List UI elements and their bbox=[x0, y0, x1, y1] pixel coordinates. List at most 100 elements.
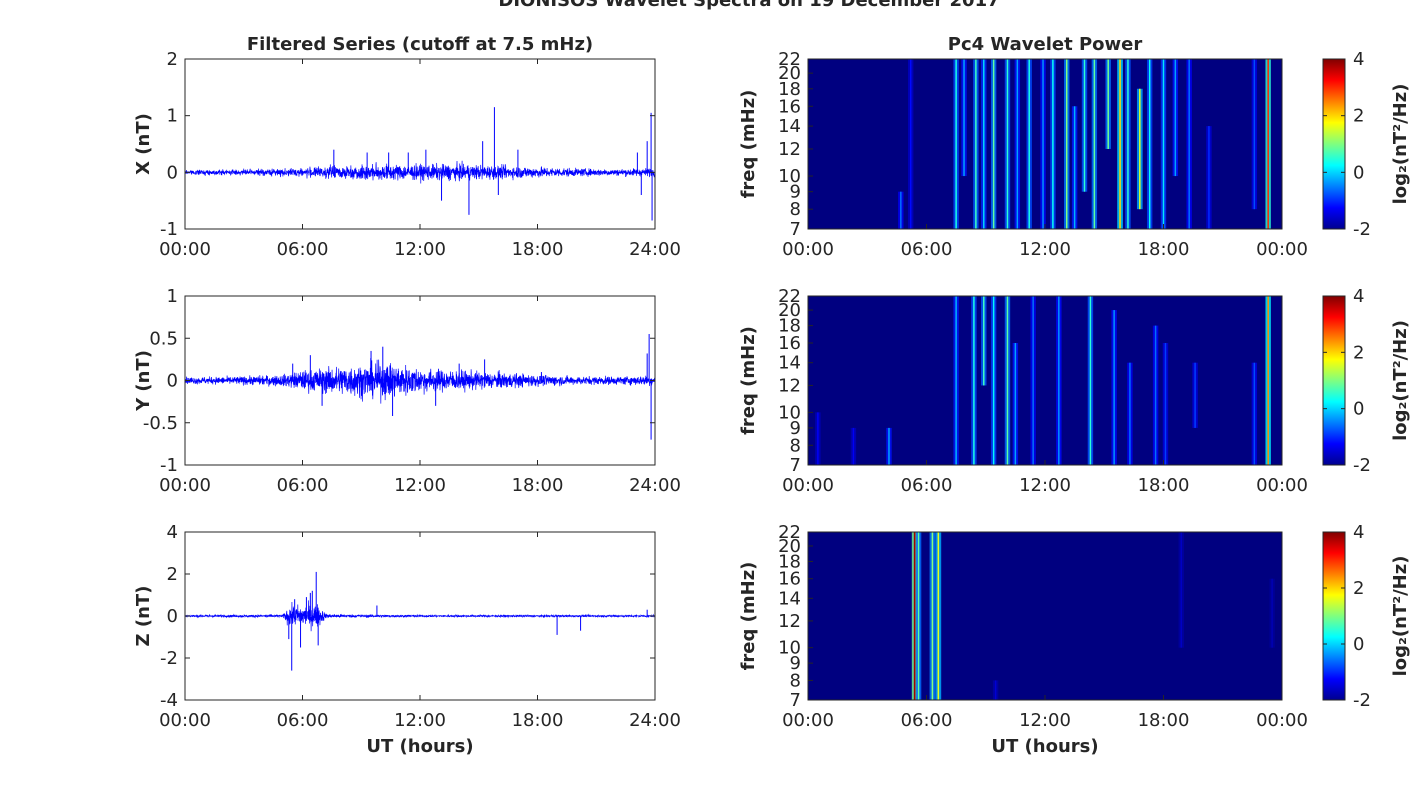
x-tick-label: 18:00 bbox=[512, 710, 564, 731]
x-tick-label: 06:00 bbox=[901, 710, 953, 731]
y-tick-label: 18 bbox=[778, 551, 801, 572]
power-streak bbox=[1162, 59, 1165, 229]
power-streak bbox=[992, 296, 995, 465]
y-tick-label: 0 bbox=[167, 162, 178, 183]
y-tick-label: 14 bbox=[778, 588, 801, 609]
y-axis-label: freq (mHz) bbox=[738, 326, 759, 435]
colorbar-label: log₂(nT²/Hz) bbox=[1390, 84, 1411, 205]
power-streak bbox=[1093, 59, 1096, 229]
power-streak bbox=[917, 532, 920, 700]
x-tick-label: 18:00 bbox=[1138, 710, 1190, 731]
series-line bbox=[184, 160, 656, 184]
colorbar-tick-label: -2 bbox=[1353, 219, 1371, 240]
colorbar-gradient bbox=[1322, 295, 1346, 466]
power-streak bbox=[1127, 59, 1129, 229]
power-streak bbox=[913, 532, 916, 700]
power-streak bbox=[955, 59, 957, 229]
power-streak bbox=[1006, 59, 1009, 229]
panel-line-y: -1 -0.5 0 0.5 1 00:00 06:00 12:00 18:00 24:00 Y (n… bbox=[133, 286, 681, 496]
y-tick-label: 22 bbox=[778, 522, 801, 543]
colorbar: -2 0 2 4 log₂(nT²/Hz) bbox=[1322, 49, 1411, 240]
power-streak bbox=[1253, 362, 1256, 465]
power-streak bbox=[1267, 59, 1269, 229]
y-tick-label: 22 bbox=[778, 286, 801, 307]
power-streak bbox=[1188, 59, 1190, 229]
x-tick-label: 24:00 bbox=[629, 475, 681, 496]
y-tick-label: 10 bbox=[778, 166, 801, 187]
x-tick-label: 12:00 bbox=[394, 710, 446, 731]
power-streak bbox=[1129, 362, 1131, 465]
power-streak bbox=[1139, 88, 1141, 210]
colorbar-label: log₂(nT²/Hz) bbox=[1390, 556, 1411, 677]
panel-title: Pc4 Wavelet Power bbox=[948, 34, 1143, 55]
power-streak bbox=[1016, 59, 1019, 229]
x-axis-label: UT (hours) bbox=[991, 736, 1098, 757]
heatmap-background bbox=[808, 532, 1282, 700]
x-tick-label: 06:00 bbox=[277, 475, 329, 496]
y-tick-label: -0.5 bbox=[143, 413, 178, 434]
y-tick-label: 20 bbox=[778, 300, 801, 321]
power-streak bbox=[963, 59, 965, 177]
y-tick-label: 8 bbox=[790, 435, 801, 456]
y-tick-label: 12 bbox=[778, 611, 801, 632]
x-tick-label: 12:00 bbox=[1019, 239, 1071, 260]
power-streak bbox=[1208, 126, 1210, 229]
power-streak bbox=[1164, 342, 1167, 465]
y-tick-label: 12 bbox=[778, 375, 801, 396]
colorbar-label: log₂(nT²/Hz) bbox=[1390, 320, 1411, 441]
x-tick-label: 06:00 bbox=[901, 475, 953, 496]
x-tick-label: 00:00 bbox=[782, 239, 834, 260]
colorbar-tick-label: 2 bbox=[1353, 342, 1364, 363]
x-tick-label: 12:00 bbox=[1019, 710, 1071, 731]
power-streak bbox=[931, 532, 934, 700]
y-tick-label: 16 bbox=[778, 569, 801, 590]
colorbar-tick-label: 2 bbox=[1353, 578, 1364, 599]
y-tick-label: -1 bbox=[160, 219, 178, 240]
colorbar-tick-label: 0 bbox=[1353, 162, 1364, 183]
panel-line-z: -4 -2 0 2 4 00:00 06:00 12:00 18:00 24:00 Z (nT) UT… bbox=[133, 522, 681, 757]
power-streak bbox=[994, 680, 997, 700]
colorbar: -2 0 2 4 log₂(nT²/Hz) bbox=[1322, 286, 1411, 476]
power-streak bbox=[888, 427, 890, 465]
x-tick-label: 00:00 bbox=[159, 475, 211, 496]
y-tick-label: 9 bbox=[790, 653, 801, 674]
y-tick-label: 16 bbox=[778, 333, 801, 354]
y-tick-label: 12 bbox=[778, 139, 801, 160]
x-tick-label: 00:00 bbox=[159, 710, 211, 731]
power-streak bbox=[900, 191, 902, 229]
power-streak bbox=[909, 59, 912, 229]
y-tick-label: 4 bbox=[167, 522, 178, 543]
power-streak bbox=[1028, 59, 1030, 229]
panel-title: Filtered Series (cutoff at 7.5 mHz) bbox=[247, 34, 593, 55]
colorbar-tick-label: 2 bbox=[1353, 106, 1364, 127]
series-line bbox=[184, 600, 656, 632]
y-tick-label: -1 bbox=[160, 455, 178, 476]
power-streak bbox=[992, 59, 995, 229]
colorbar-tick-label: 4 bbox=[1353, 286, 1364, 307]
power-streak bbox=[983, 59, 985, 229]
y-axis-label: Y (nT) bbox=[133, 350, 154, 412]
power-streak bbox=[1006, 296, 1009, 465]
power-streak bbox=[1113, 310, 1115, 465]
power-streak bbox=[852, 427, 855, 465]
colorbar-tick-label: 0 bbox=[1353, 399, 1364, 420]
x-tick-label: 00:00 bbox=[159, 239, 211, 260]
x-tick-label: 06:00 bbox=[277, 239, 329, 260]
y-axis-label: Z (nT) bbox=[133, 586, 154, 647]
power-streak bbox=[1267, 296, 1269, 465]
power-streak bbox=[1148, 59, 1151, 229]
colorbar-tick-label: -2 bbox=[1353, 455, 1371, 476]
y-tick-label: 7 bbox=[790, 455, 801, 476]
x-tick-label: 18:00 bbox=[512, 239, 564, 260]
colorbar-tick-label: 4 bbox=[1353, 49, 1364, 70]
plot-area bbox=[185, 59, 655, 229]
x-tick-label: 18:00 bbox=[512, 475, 564, 496]
y-tick-label: 1 bbox=[167, 286, 178, 307]
power-streak bbox=[1058, 296, 1060, 465]
power-streak bbox=[1014, 342, 1017, 465]
y-axis-label: freq (mHz) bbox=[738, 562, 759, 671]
y-axis-label: freq (mHz) bbox=[738, 90, 759, 199]
y-tick-label: -2 bbox=[160, 648, 178, 669]
